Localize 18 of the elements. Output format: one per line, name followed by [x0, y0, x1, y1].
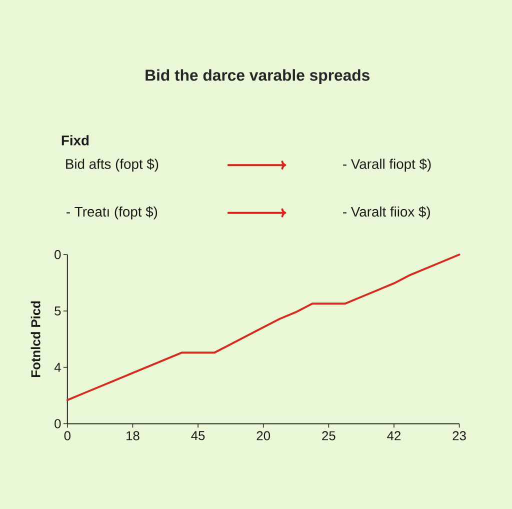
text: - Treatı (fopt $) [66, 206, 158, 220]
x-tick-label: 25 [322, 431, 336, 440]
y-axis-title: Fotnlcd Picd [30, 301, 40, 377]
text: - Varall fiopt $) [343, 158, 431, 172]
text: 4 [54, 362, 61, 372]
text: 0 [54, 250, 61, 260]
x-tick-label: 23 [452, 431, 466, 440]
text: Bid afts (fopt $) [66, 158, 158, 172]
x-tick-label: 42 [387, 431, 400, 440]
text: Fixd [62, 135, 89, 146]
text: 0 [54, 419, 61, 428]
x-tick-label: 20 [256, 431, 270, 440]
x-tick-label: 45 [191, 431, 205, 440]
text: - Varalt fiiox $) [343, 206, 430, 220]
x-tick-label: 18 [126, 431, 140, 440]
text: 5 [54, 306, 61, 316]
x-tick-label: 0 [64, 431, 70, 440]
chart-title: Bid the darce varable spreads [146, 69, 370, 84]
